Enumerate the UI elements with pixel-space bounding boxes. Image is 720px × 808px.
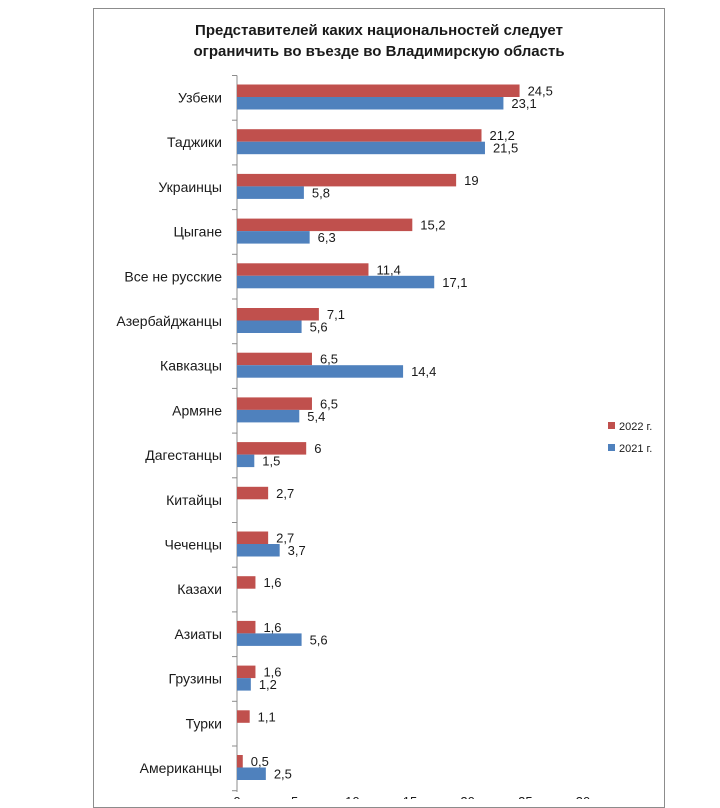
data-label: 1,2 xyxy=(259,677,277,692)
data-label: 2,7 xyxy=(276,531,294,546)
legend-label: 2022 г. xyxy=(619,421,652,433)
bar-2022 xyxy=(237,665,256,679)
bar-2022 xyxy=(237,620,256,634)
x-tick-label: 30 xyxy=(576,794,590,799)
bar-2021 xyxy=(237,678,251,691)
data-label: 15,2 xyxy=(420,218,445,233)
data-label: 5,6 xyxy=(310,632,328,647)
category-label: Азиаты xyxy=(174,626,222,642)
bar-2022 xyxy=(237,84,520,97)
data-label: 14,4 xyxy=(411,364,436,379)
category-label: Цыгане xyxy=(173,224,222,240)
data-label: 2,5 xyxy=(274,767,292,782)
x-tick-label: 15 xyxy=(403,794,417,799)
bar-2022 xyxy=(237,755,243,768)
legend-swatch-2021 xyxy=(608,444,615,451)
bar-2021 xyxy=(237,141,485,155)
category-label: Украинцы xyxy=(158,179,222,195)
x-tick-label: 5 xyxy=(291,794,298,799)
category-label: Узбеки xyxy=(178,90,222,106)
chart-title-line-1: Представителей каких национальностей сле… xyxy=(195,22,563,39)
category-label: Американцы xyxy=(140,760,222,776)
bar-2021 xyxy=(237,320,302,333)
data-label: 1,5 xyxy=(262,454,280,469)
category-label: Азербайджанцы xyxy=(116,313,222,329)
category-label: Турки xyxy=(186,715,222,731)
data-label: 5,8 xyxy=(312,185,330,200)
bar-2022 xyxy=(237,129,482,142)
bar-2021 xyxy=(237,231,310,244)
category-label: Казахи xyxy=(177,581,222,597)
category-label: Дагестанцы xyxy=(145,447,222,463)
legend-label: 2021 г. xyxy=(619,443,652,455)
data-label: 1,1 xyxy=(258,709,276,724)
data-label: 0,5 xyxy=(251,754,269,769)
bar-2021 xyxy=(237,275,435,289)
bar-2022 xyxy=(237,486,269,500)
x-tick-label: 20 xyxy=(460,794,474,799)
chart-title: Представителей каких национальностей сле… xyxy=(93,20,665,62)
bar-2021 xyxy=(237,97,504,110)
category-label: Китайцы xyxy=(166,492,222,508)
category-label: Таджики xyxy=(167,134,222,150)
data-label: 19 xyxy=(464,173,478,188)
bar-2021 xyxy=(237,767,266,780)
bar-2022 xyxy=(237,218,413,232)
chart-title-line-2: ограничить во въезде во Владимирскую обл… xyxy=(193,43,565,60)
bar-2022 xyxy=(237,173,457,187)
bar-2021 xyxy=(237,454,255,468)
data-label: 23,1 xyxy=(511,96,536,111)
bar-2022 xyxy=(237,308,319,321)
category-label: Грузины xyxy=(169,671,222,687)
bar-2022 xyxy=(237,710,250,723)
data-label: 6,5 xyxy=(320,396,338,411)
data-label: 6,3 xyxy=(318,230,336,245)
data-label: 21,5 xyxy=(493,141,518,156)
x-tick-label: 0 xyxy=(233,794,240,799)
data-label: 1,6 xyxy=(263,620,281,635)
bar-2021 xyxy=(237,365,404,378)
data-label: 17,1 xyxy=(442,275,467,290)
category-label: Кавказцы xyxy=(160,358,222,374)
category-label: Армяне xyxy=(172,402,222,418)
bar-2022 xyxy=(237,352,312,366)
category-label: Чеченцы xyxy=(164,537,222,553)
data-label: 6,5 xyxy=(320,352,338,367)
data-label: 1,6 xyxy=(263,665,281,680)
data-label: 24,5 xyxy=(528,84,553,99)
data-label: 5,4 xyxy=(307,409,325,424)
data-label: 7,1 xyxy=(327,307,345,322)
data-label: 11,4 xyxy=(376,262,400,277)
x-tick-label: 25 xyxy=(518,794,532,799)
data-label: 2,7 xyxy=(276,486,294,501)
data-label: 1,6 xyxy=(263,575,281,590)
data-label: 5,6 xyxy=(310,320,328,335)
category-label: Все не русские xyxy=(124,268,222,284)
bar-2021 xyxy=(237,186,304,199)
bar-2022 xyxy=(237,531,269,544)
bar-2021 xyxy=(237,544,280,557)
legend-swatch-2022 xyxy=(608,422,615,429)
x-tick-label: 10 xyxy=(345,794,359,799)
bar-2022 xyxy=(237,576,256,589)
bar-2022 xyxy=(237,397,312,410)
data-label: 21,2 xyxy=(490,128,515,143)
bar-2021 xyxy=(237,633,302,646)
bar-2022 xyxy=(237,263,369,276)
data-label: 3,7 xyxy=(288,543,306,558)
data-label: 6 xyxy=(314,441,321,456)
bar-2021 xyxy=(237,409,300,423)
bar-2022 xyxy=(237,442,307,455)
